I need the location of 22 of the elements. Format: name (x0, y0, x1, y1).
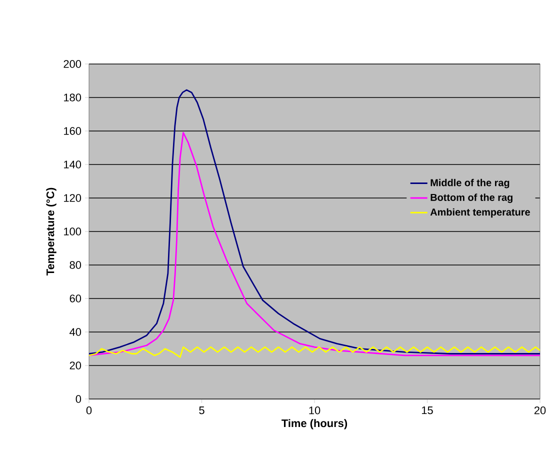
y-tick-label: 100 (64, 228, 82, 236)
y-tick-label: 200 (64, 60, 82, 68)
y-tick-label: 40 (70, 328, 82, 336)
y-tick-label: 80 (70, 261, 82, 269)
line-series (89, 346, 540, 358)
y-tick-label: 180 (64, 94, 82, 102)
x-tick-label: 5 (199, 406, 204, 414)
y-tick-label: 120 (64, 194, 82, 202)
legend-label: Middle of the rag (430, 178, 510, 188)
legend-label: Bottom of the rag (430, 194, 512, 203)
y-axis-title: Temperature (°C) (46, 188, 56, 276)
legend-label: Ambient temperature (430, 208, 530, 218)
x-tick-label: 0 (86, 406, 92, 414)
y-tick-label: 20 (70, 362, 82, 370)
y-tick-label: 0 (76, 395, 82, 403)
y-tick-label: 140 (64, 160, 82, 168)
y-tick-label: 160 (64, 127, 82, 135)
x-tick-label: 10 (309, 406, 320, 414)
x-tick-label: 15 (422, 406, 433, 414)
y-tick-label: 60 (70, 294, 82, 302)
x-axis-title: Time (hours) (282, 419, 348, 430)
x-tick-label: 20 (534, 406, 546, 414)
